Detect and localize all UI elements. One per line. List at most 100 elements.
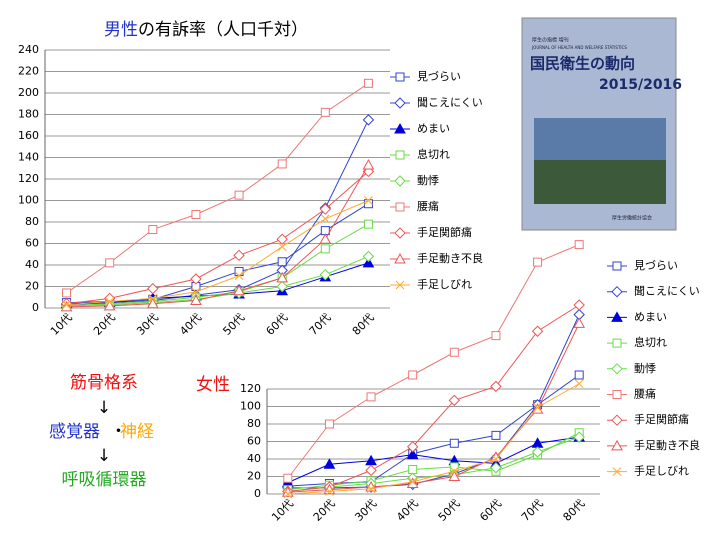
line xyxy=(287,323,580,493)
marker xyxy=(319,268,332,281)
line xyxy=(66,171,369,305)
legend-marker xyxy=(612,261,622,271)
line xyxy=(66,82,369,294)
y-tick-label: 40 xyxy=(25,258,39,271)
legend-label: 手足動き不良 xyxy=(634,438,700,452)
legend-marker xyxy=(394,175,406,187)
marker xyxy=(366,484,376,494)
y-tick-label: 220 xyxy=(18,65,39,78)
marker xyxy=(324,419,334,429)
marker xyxy=(319,233,332,244)
marker xyxy=(62,288,72,298)
marker xyxy=(191,209,201,219)
legend-label: 聞こえにくい xyxy=(417,96,483,109)
marker xyxy=(323,458,336,469)
y-tick-label: 60 xyxy=(247,435,261,448)
marker xyxy=(574,379,584,389)
legend-label: 手足しびれ xyxy=(417,277,472,291)
marker xyxy=(490,462,502,474)
marker xyxy=(533,403,542,412)
legend-label: 腰痛 xyxy=(417,199,439,213)
marker xyxy=(62,300,71,310)
marker xyxy=(366,392,376,402)
marker xyxy=(146,297,159,309)
marker xyxy=(362,158,375,170)
marker xyxy=(408,465,418,474)
cover-title: 国民衛生の動向 xyxy=(530,55,635,73)
marker xyxy=(320,107,330,117)
line xyxy=(66,223,369,307)
marker xyxy=(362,114,375,126)
cover-year: 2015/2016 xyxy=(599,77,682,93)
cover-photo-land xyxy=(534,160,666,204)
marker xyxy=(276,233,288,245)
line xyxy=(66,164,369,308)
legend-marker xyxy=(611,414,623,426)
y-tick-label: 20 xyxy=(25,280,39,293)
legend-marker xyxy=(395,280,405,290)
y-tick-label: 120 xyxy=(18,172,39,185)
line xyxy=(287,304,580,492)
legend-marker xyxy=(395,202,405,212)
marker xyxy=(363,78,373,88)
line xyxy=(66,200,369,306)
line xyxy=(287,436,580,484)
y-tick-label: 200 xyxy=(18,86,39,99)
marker xyxy=(448,470,461,481)
marker xyxy=(573,299,585,311)
marker xyxy=(234,271,244,281)
marker xyxy=(148,225,158,235)
marker xyxy=(191,287,201,297)
legend-label: めまい xyxy=(634,310,667,323)
y-tick-label: 20 xyxy=(247,470,261,483)
legend-marker xyxy=(611,363,623,375)
y-tick-label: 0 xyxy=(254,487,261,500)
legend-label: 見づらい xyxy=(417,70,461,83)
legend-marker xyxy=(611,439,623,451)
marker xyxy=(320,244,330,254)
marker xyxy=(491,430,501,440)
marker xyxy=(364,196,373,205)
marker xyxy=(365,464,377,477)
legend-label: 動悸 xyxy=(417,173,439,187)
legend-label: 息切れ xyxy=(634,335,667,349)
marker xyxy=(234,190,244,200)
legend-marker xyxy=(394,97,406,109)
y-tick-label: 100 xyxy=(18,194,39,207)
marker xyxy=(283,473,293,483)
line xyxy=(287,383,580,495)
y-tick-label: 60 xyxy=(25,237,39,250)
marker xyxy=(277,159,287,169)
note: 感覚器 xyxy=(49,422,100,442)
note: 呼吸循環器 xyxy=(62,470,147,490)
legend-marker xyxy=(612,467,622,476)
marker xyxy=(408,477,418,487)
marker xyxy=(406,441,419,453)
marker xyxy=(276,271,289,283)
y-tick-label: 80 xyxy=(25,215,39,228)
marker xyxy=(277,257,287,267)
line xyxy=(66,255,369,307)
y-tick-label: 180 xyxy=(18,108,39,121)
marker xyxy=(363,199,373,209)
marker xyxy=(190,294,202,305)
marker xyxy=(449,438,459,448)
y-tick-label: 100 xyxy=(240,400,261,413)
legend-marker xyxy=(611,285,623,298)
line xyxy=(66,262,369,305)
marker xyxy=(60,300,73,312)
marker xyxy=(531,325,544,337)
title-rest: の有訴率（人口千対） xyxy=(138,20,308,40)
marker xyxy=(573,317,586,328)
line xyxy=(287,314,580,489)
y-tick-label: 240 xyxy=(18,43,39,56)
legend-label: 息切れ xyxy=(417,147,450,161)
legend-marker xyxy=(394,227,406,239)
marker xyxy=(408,370,418,380)
marker xyxy=(531,446,544,458)
cover-subtitle: JOURNAL OF HEALTH AND WELFARE STATISTICS xyxy=(531,45,627,50)
marker xyxy=(233,284,245,296)
title-male: 男性 xyxy=(104,20,138,40)
